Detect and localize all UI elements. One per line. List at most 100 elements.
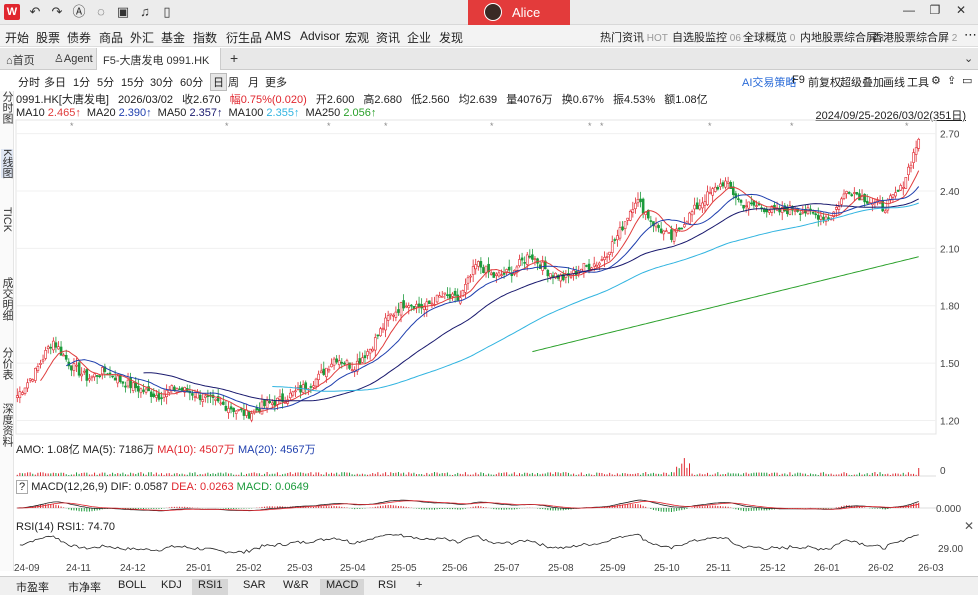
- menu-item-0[interactable]: 开始: [5, 31, 30, 45]
- view-5[interactable]: 深度资料: [1, 403, 13, 447]
- period-10[interactable]: 更多: [265, 77, 287, 89]
- menu-right-item-1[interactable]: 自选股监控 06: [672, 29, 741, 45]
- note-icon[interactable]: ▯: [163, 4, 171, 19]
- menu-right-item-3[interactable]: 内地股票综合屏 1: [800, 29, 885, 45]
- event-marker[interactable]: *: [708, 121, 712, 131]
- candle-body: [670, 229, 673, 240]
- menu-item-8[interactable]: AMS: [265, 29, 292, 43]
- settings-icon[interactable]: ⚙: [931, 75, 941, 87]
- add-tab-button[interactable]: +: [230, 50, 239, 66]
- candle-body: [147, 386, 150, 392]
- tool-3[interactable]: 超级叠加: [840, 77, 884, 89]
- menu-item-7[interactable]: 衍生品: [226, 31, 263, 45]
- undo-icon[interactable]: ↶: [29, 4, 41, 19]
- menu-item-12[interactable]: 企业: [407, 31, 432, 45]
- candle-body: [70, 365, 73, 371]
- candle-body: [451, 293, 454, 297]
- tool-2[interactable]: 前复权: [808, 77, 841, 89]
- user-name: Alice: [512, 5, 541, 20]
- menu-item-1[interactable]: 股票: [36, 31, 61, 45]
- tab-home[interactable]: ⌂首页: [6, 55, 35, 67]
- event-marker[interactable]: *: [384, 121, 388, 131]
- event-marker[interactable]: *: [588, 121, 592, 131]
- tab-list-icon[interactable]: ⌄: [964, 53, 974, 65]
- candle-body: [479, 261, 483, 268]
- view-2[interactable]: TICK: [1, 207, 13, 233]
- close-icon[interactable]: ✕: [955, 3, 967, 17]
- more-icon[interactable]: ⋯: [964, 27, 977, 42]
- user-profile[interactable]: Alice: [468, 0, 570, 25]
- view-1[interactable]: K线图: [1, 149, 13, 179]
- tab-agent[interactable]: ♙Agent: [54, 53, 93, 65]
- tool-0[interactable]: AI交易策略: [742, 77, 797, 89]
- redo-icon[interactable]: ↷: [51, 4, 63, 19]
- tab-document[interactable]: F5-大唐发电 0991.HK: [96, 48, 221, 70]
- screen-icon[interactable]: ▣: [116, 4, 130, 19]
- view-3[interactable]: 成交明细: [1, 277, 13, 321]
- indicator-tab-9[interactable]: +: [416, 579, 423, 591]
- candle-body: [533, 258, 537, 261]
- indicator-tab-5[interactable]: SAR: [243, 579, 266, 591]
- candle-body: [863, 193, 866, 203]
- tool-4[interactable]: 画线: [883, 77, 905, 89]
- indicator-tab-3[interactable]: KDJ: [161, 579, 182, 591]
- menu-item-4[interactable]: 外汇: [130, 31, 155, 45]
- ma-legend-item: MA250 2.056↑: [305, 107, 376, 119]
- event-marker[interactable]: *: [225, 121, 229, 131]
- indicator-tab-4[interactable]: RSI1: [192, 579, 229, 595]
- menu-item-6[interactable]: 指数: [193, 31, 218, 45]
- event-marker[interactable]: *: [327, 121, 331, 131]
- period-1[interactable]: 多日: [44, 77, 66, 89]
- indicator-tab-1[interactable]: 市净率: [68, 582, 101, 594]
- menu-item-13[interactable]: 发现: [439, 31, 464, 45]
- menu-right-item-2[interactable]: 全球概览 0: [743, 29, 795, 45]
- event-marker[interactable]: *: [790, 121, 794, 131]
- period-5[interactable]: 30分: [150, 77, 174, 89]
- chat-icon[interactable]: ◌: [97, 4, 105, 19]
- panel-icon[interactable]: ▭: [962, 75, 973, 87]
- export-icon[interactable]: ⇪: [947, 75, 957, 87]
- view-4[interactable]: 分价表: [1, 347, 13, 380]
- menu-item-11[interactable]: 资讯: [376, 31, 401, 45]
- bell-icon[interactable]: ♫: [140, 4, 150, 19]
- candle-body: [237, 409, 241, 411]
- period-4[interactable]: 15分: [121, 77, 145, 89]
- candle-body: [276, 397, 279, 405]
- menu-right-item-4[interactable]: 香港股票综合屏 2: [872, 29, 957, 45]
- event-marker[interactable]: *: [490, 121, 494, 131]
- period-3[interactable]: 5分: [97, 77, 115, 89]
- period-2[interactable]: 1分: [73, 77, 91, 89]
- event-marker[interactable]: *: [70, 121, 74, 131]
- view-0[interactable]: 分时图: [1, 91, 13, 124]
- candle-body: [417, 303, 421, 307]
- period-8[interactable]: 周: [228, 77, 239, 89]
- menu-item-9[interactable]: Advisor: [300, 29, 341, 43]
- menu-item-3[interactable]: 商品: [99, 31, 124, 45]
- indicator-tab-6[interactable]: W&R: [283, 579, 309, 591]
- period-6[interactable]: 60分: [180, 77, 204, 89]
- period-9[interactable]: 月: [248, 77, 259, 89]
- menu-item-5[interactable]: 基金: [161, 31, 186, 45]
- indicator-tab-8[interactable]: RSI: [378, 579, 397, 591]
- minimize-icon[interactable]: —: [903, 3, 915, 17]
- close-panel-icon[interactable]: ✕: [964, 519, 974, 533]
- menu-item-10[interactable]: 宏观: [345, 31, 370, 45]
- candle-body: [742, 204, 745, 209]
- font-icon[interactable]: Ⓐ: [72, 4, 86, 19]
- event-marker[interactable]: *: [600, 121, 604, 131]
- event-marker[interactable]: *: [905, 121, 909, 131]
- date-range[interactable]: 2024/09/25-2026/03/02(351日): [815, 110, 966, 122]
- indicator-tab-2[interactable]: BOLL: [118, 579, 147, 591]
- menu-right-item-0[interactable]: 热门资讯 HOT: [600, 29, 668, 45]
- indicator-tab-7[interactable]: MACD: [320, 579, 365, 595]
- help-icon[interactable]: ?: [16, 480, 29, 494]
- period-0[interactable]: 分时: [18, 77, 40, 89]
- kline-chart[interactable]: 2.70 2.40 2.10 1.80 1.50 1.20 * * * * * * * * * * 0 0.000…: [0, 0, 978, 576]
- tool-1[interactable]: F9: [792, 74, 805, 86]
- period-7[interactable]: 日: [210, 73, 227, 91]
- candle-body: [747, 201, 751, 209]
- indicator-tab-0[interactable]: 市盈率: [16, 582, 49, 594]
- restore-icon[interactable]: ❐: [929, 3, 941, 17]
- menu-item-2[interactable]: 债券: [67, 31, 92, 45]
- tool-5[interactable]: 工具: [907, 77, 929, 89]
